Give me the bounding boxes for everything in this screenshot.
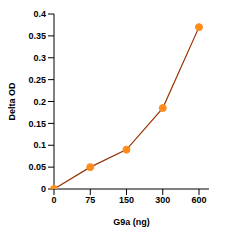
- svg-text:0.4: 0.4: [33, 9, 46, 19]
- svg-text:0.15: 0.15: [28, 119, 46, 129]
- svg-text:0.25: 0.25: [28, 75, 46, 85]
- svg-text:0.2: 0.2: [33, 97, 46, 107]
- svg-text:G9a (ng): G9a (ng): [113, 217, 150, 227]
- svg-text:0.3: 0.3: [33, 53, 46, 63]
- svg-text:0: 0: [41, 184, 46, 194]
- svg-text:0: 0: [51, 195, 56, 205]
- svg-text:150: 150: [119, 195, 134, 205]
- svg-text:Delta OD: Delta OD: [8, 82, 17, 121]
- svg-text:0.05: 0.05: [28, 162, 46, 172]
- svg-text:0.35: 0.35: [28, 31, 46, 41]
- svg-text:0.1: 0.1: [33, 140, 46, 150]
- svg-text:75: 75: [85, 195, 95, 205]
- svg-text:600: 600: [191, 195, 206, 205]
- svg-text:300: 300: [155, 195, 170, 205]
